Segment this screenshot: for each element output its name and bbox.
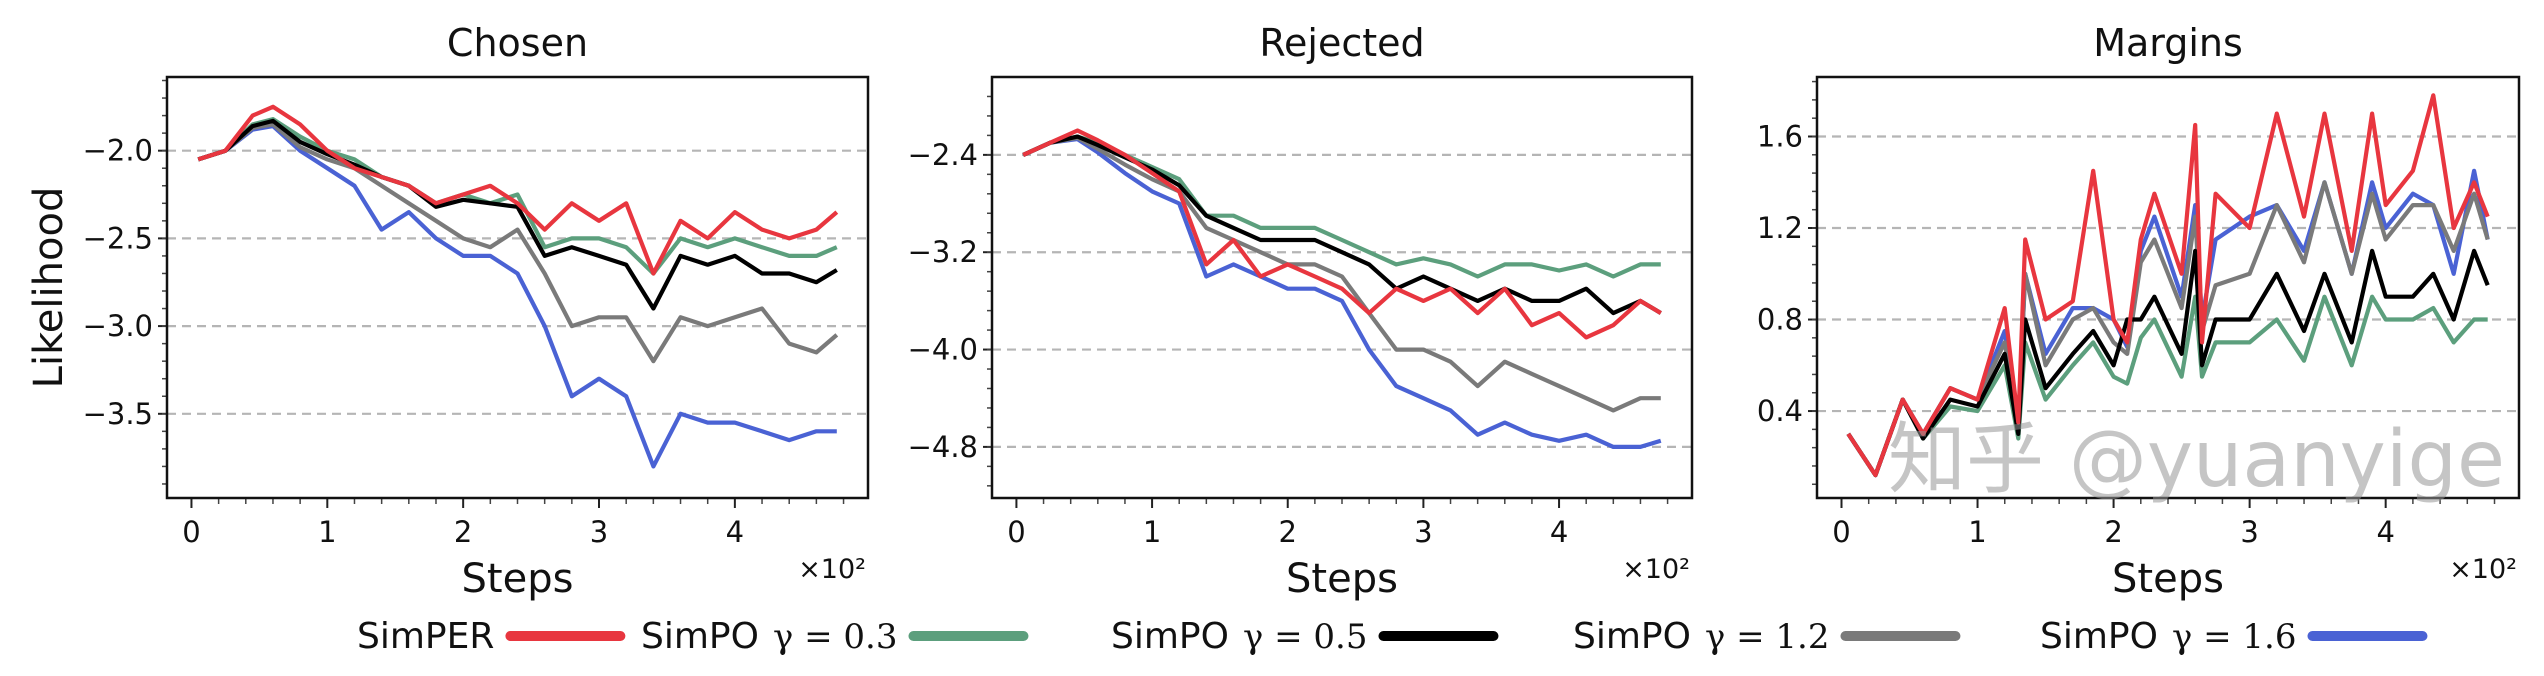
legend-item: SimPER — [357, 616, 626, 657]
legend-label: SimPO — [641, 616, 759, 657]
y-tick-label: −2.4 — [908, 138, 978, 172]
watermark: 知乎 @yuanyige — [1888, 415, 2505, 505]
panel-rejected: −2.4 −3.2 −4.0 −4.8 0 1 2 3 4 Rejected Steps ×10² — [908, 21, 1694, 602]
x-tick-label: 3 — [590, 515, 608, 549]
legend-label: SimPO — [2040, 616, 2158, 657]
series-line-simpo_0-3 — [197, 116, 838, 276]
series-line-simpo_1-2 — [197, 122, 839, 364]
legend-label: SimPO — [1111, 616, 1229, 657]
y-axis-label: Likelihood — [26, 187, 72, 389]
axes-frame — [165, 75, 870, 500]
x-tick-label: 1 — [1968, 515, 1986, 549]
x-tick-label: 1 — [1143, 515, 1161, 549]
legend-gamma: γ = 1.2 — [1705, 617, 1830, 657]
legend: SimPER SimPO γ = 0.3 SimPO γ = 0.5 SimPO γ = 1… — [357, 616, 2428, 657]
x-tick-label: 0 — [1832, 515, 1850, 549]
series-line-simpo_0-3 — [1846, 294, 2488, 478]
legend-item: SimPO γ = 1.6 — [2040, 616, 2428, 657]
axes-frame — [1815, 75, 2521, 500]
panel-margins: 1.6 1.2 0.8 0.4 0 1 2 3 4 Margins Steps ×10² — [1757, 21, 2521, 602]
chart-title: Rejected — [1259, 21, 1424, 65]
y-tick-label: −4.8 — [908, 430, 978, 464]
legend-gamma: γ = 1.6 — [2172, 617, 2297, 657]
x-tick-label: 4 — [2376, 515, 2394, 549]
y-tick-label: 1.2 — [1757, 211, 1803, 245]
x-axis-label: Steps — [462, 556, 574, 602]
y-tick-label: −2.0 — [83, 134, 153, 168]
y-tick-label: −4.0 — [908, 333, 978, 367]
chart-title: Chosen — [447, 21, 588, 65]
y-tick-label: −2.5 — [83, 221, 153, 255]
legend-item: SimPO γ = 0.3 — [641, 616, 1029, 657]
y-tick-label: 0.4 — [1757, 394, 1803, 428]
x-tick-label: 3 — [1414, 515, 1432, 549]
series-line-simpo_0-5 — [1846, 248, 2490, 478]
x-tick-label: 4 — [726, 515, 744, 549]
chart-title: Margins — [2093, 21, 2243, 65]
axes-frame — [990, 75, 1694, 500]
legend-gamma: γ = 0.5 — [1243, 617, 1368, 657]
y-tick-label: −3.0 — [83, 309, 153, 343]
x-tick-label: 3 — [2240, 515, 2258, 549]
x-axis-label: Steps — [2112, 556, 2224, 602]
x-axis-label: Steps — [1286, 556, 1398, 602]
x-tick-label: 2 — [1279, 515, 1297, 549]
series-line-simper — [1846, 93, 2490, 478]
x-tick-label: 0 — [1007, 515, 1025, 549]
x-tick-label: 2 — [454, 515, 472, 549]
x-tick-label: 1 — [318, 515, 336, 549]
x-tick-label: 2 — [2104, 515, 2122, 549]
series-line-simpo_1-2 — [1022, 135, 1661, 413]
legend-gamma: γ = 0.3 — [773, 617, 898, 657]
panels: −2.0 −2.5 −3.0 −3.5 0 1 2 3 4 Chosen Steps ×10² Like… — [26, 21, 2521, 602]
series-line-simpo_0-3 — [1022, 134, 1661, 279]
series-line-simpo_0-5 — [197, 118, 838, 311]
y-tick-label: 1.6 — [1757, 119, 1803, 153]
x-axis-multiplier: ×10² — [1622, 554, 1690, 585]
y-tick-label: −3.2 — [908, 235, 978, 269]
x-axis-multiplier: ×10² — [798, 554, 866, 585]
legend-item: SimPO γ = 1.2 — [1573, 616, 1961, 657]
series-line-simpo_1-6 — [197, 123, 837, 469]
x-tick-label: 4 — [1550, 515, 1568, 549]
series-line-simper — [197, 104, 839, 276]
legend-label: SimPO — [1573, 616, 1691, 657]
series-line-simpo_1-6 — [1022, 137, 1662, 449]
series-line-simper — [1022, 128, 1662, 340]
legend-item: SimPO γ = 0.5 — [1111, 616, 1499, 657]
legend-label: SimPER — [357, 616, 494, 657]
panel-chosen: −2.0 −2.5 −3.0 −3.5 0 1 2 3 4 Chosen Steps ×10² Like… — [26, 21, 870, 602]
y-tick-label: −3.5 — [83, 397, 153, 431]
y-tick-label: 0.8 — [1757, 303, 1803, 337]
x-tick-label: 0 — [182, 515, 200, 549]
x-axis-multiplier: ×10² — [2449, 554, 2517, 585]
